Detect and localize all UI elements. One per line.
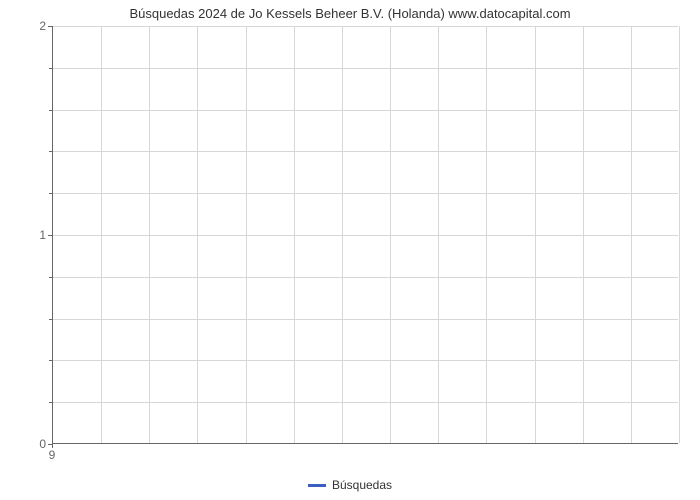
y-minor-tick-mark — [49, 110, 52, 111]
y-tick-label: 0 — [6, 437, 46, 451]
legend-swatch — [308, 484, 326, 487]
y-minor-tick-mark — [49, 68, 52, 69]
y-minor-tick-mark — [49, 277, 52, 278]
grid-horizontal — [53, 360, 678, 361]
y-minor-tick-mark — [49, 151, 52, 152]
legend-label: Búsquedas — [332, 478, 392, 492]
x-tick-mark — [52, 444, 53, 448]
y-minor-tick-mark — [49, 319, 52, 320]
y-minor-tick-mark — [49, 193, 52, 194]
grid-horizontal — [53, 193, 678, 194]
grid-horizontal — [53, 68, 678, 69]
grid-horizontal — [53, 26, 678, 27]
chart-container: Búsquedas 2024 de Jo Kessels Beheer B.V.… — [0, 0, 700, 500]
x-tick-label: 9 — [49, 448, 56, 462]
y-minor-tick-mark — [49, 402, 52, 403]
grid-horizontal — [53, 319, 678, 320]
y-minor-tick-mark — [49, 360, 52, 361]
grid-horizontal — [53, 151, 678, 152]
y-tick-mark — [48, 235, 52, 236]
legend: Búsquedas — [0, 477, 700, 492]
grid-horizontal — [53, 402, 678, 403]
grid-vertical — [679, 26, 680, 443]
grid-horizontal — [53, 110, 678, 111]
plot-area — [52, 26, 678, 444]
y-tick-label: 1 — [6, 228, 46, 242]
grid-horizontal — [53, 235, 678, 236]
y-tick-mark — [48, 26, 52, 27]
chart-title: Búsquedas 2024 de Jo Kessels Beheer B.V.… — [0, 6, 700, 21]
grid-horizontal — [53, 277, 678, 278]
y-tick-label: 2 — [6, 19, 46, 33]
